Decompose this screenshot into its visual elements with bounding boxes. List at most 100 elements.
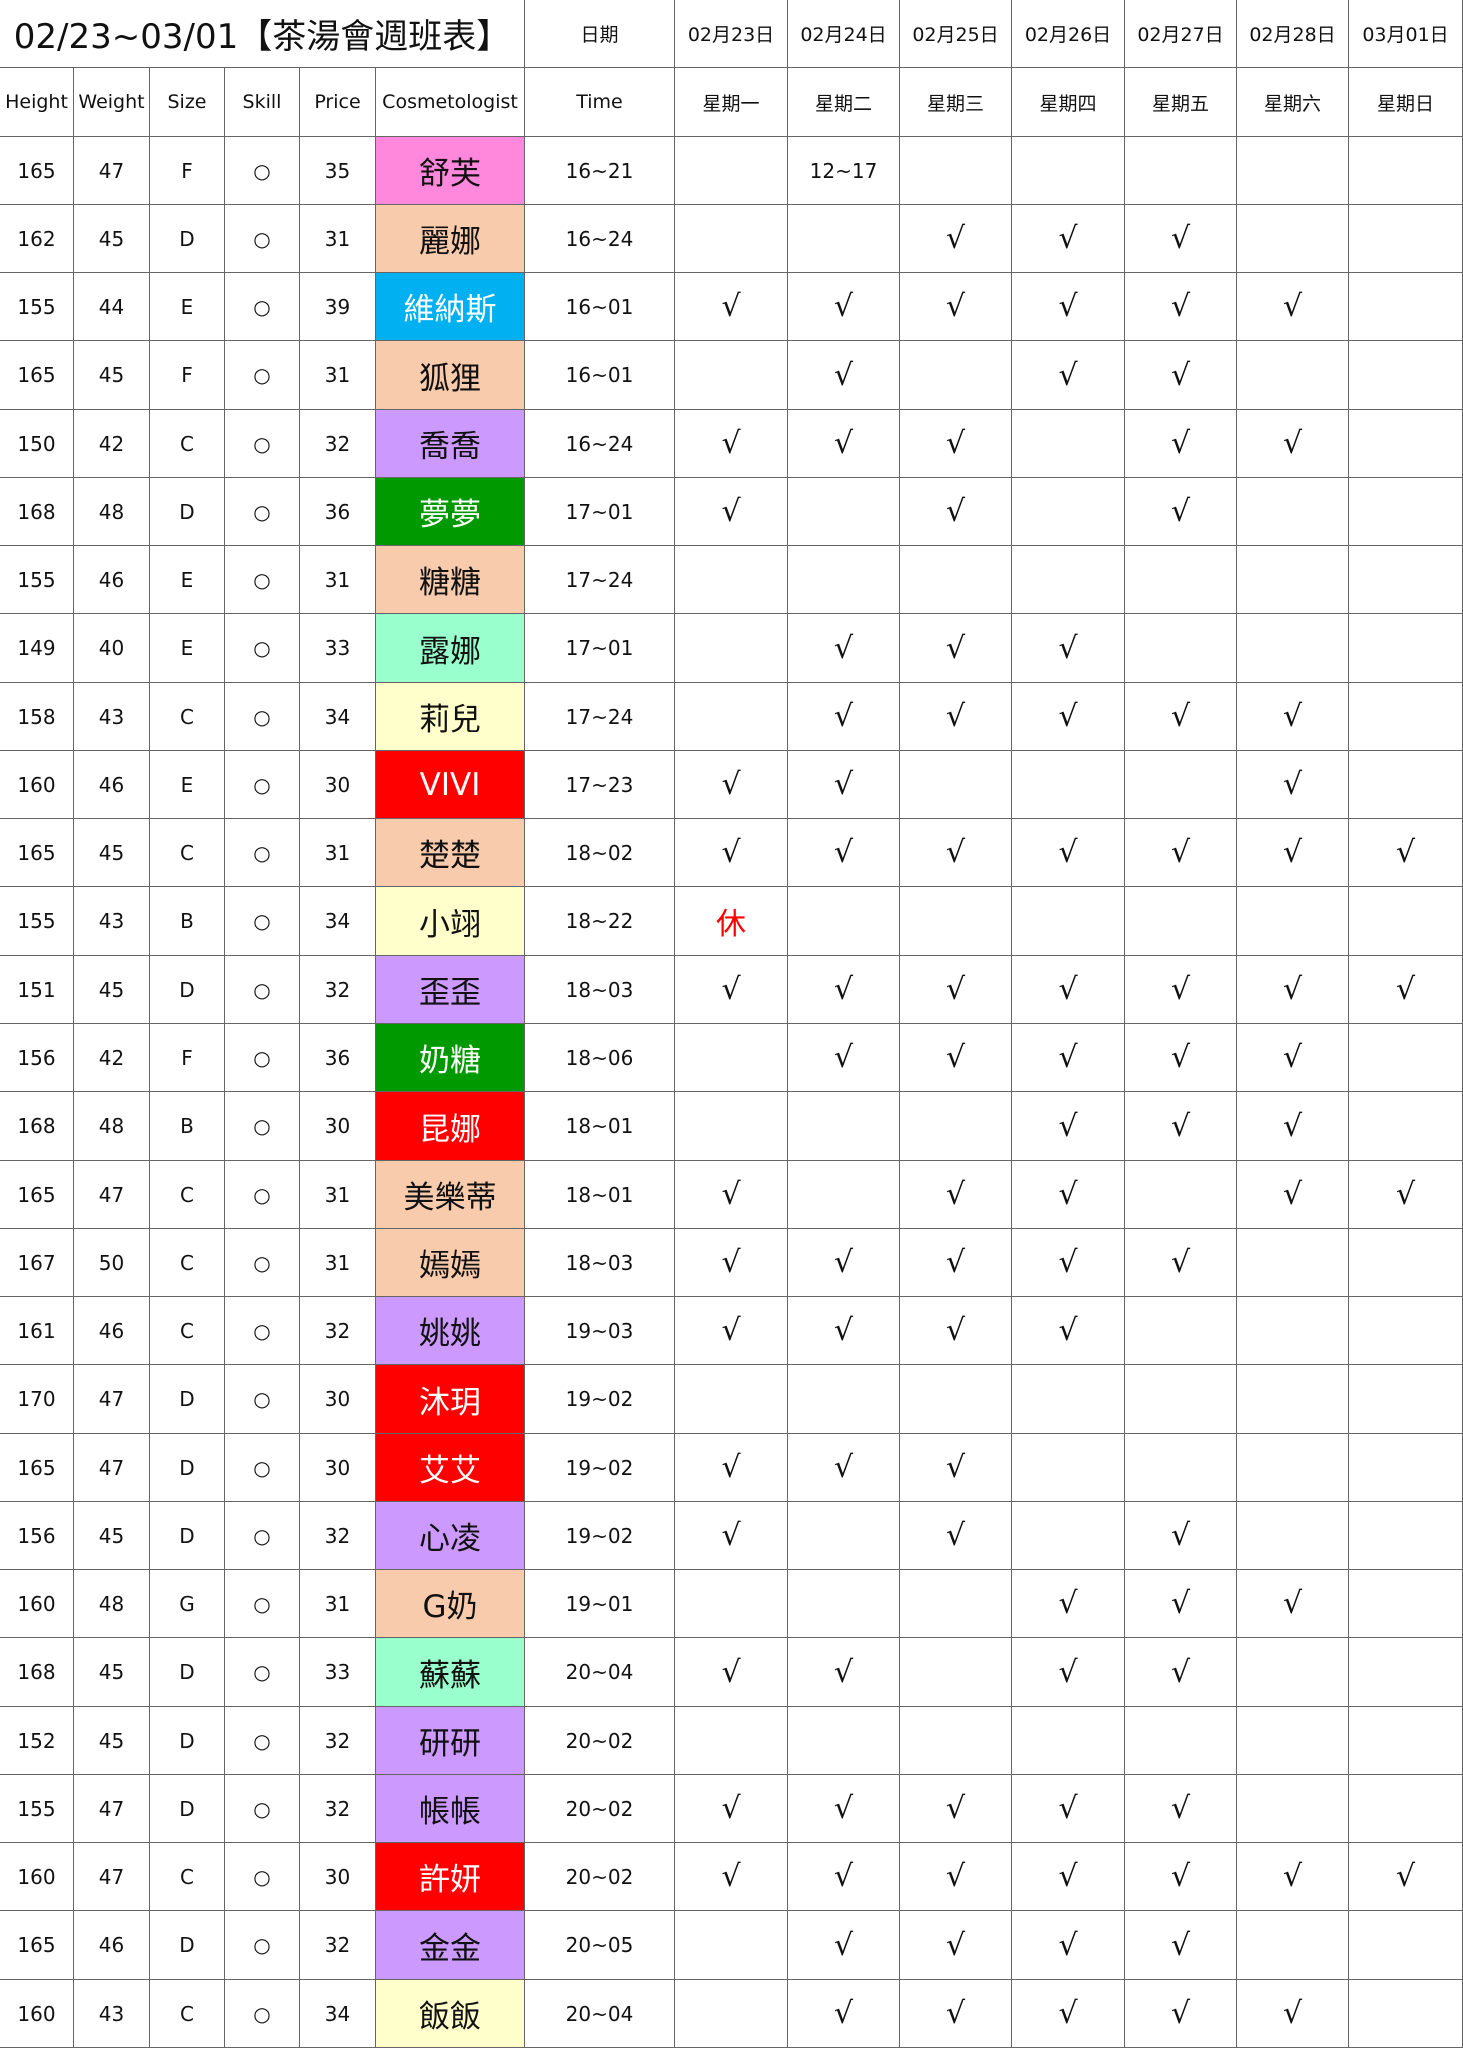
weekday-header: 星期二 [788,68,900,137]
row-height: 162 [0,205,74,273]
day-cell [1349,1980,1463,2048]
day-cell: √ [1349,1843,1463,1911]
row-size: B [150,887,225,956]
day-cell: √ [1012,1638,1125,1707]
day-cell: √ [900,1502,1012,1570]
row-weight: 47 [74,1843,150,1911]
day-cell [1125,1161,1237,1229]
cosmetologist-name: 楚楚 [376,819,525,887]
day-cell [1237,205,1349,273]
day-cell: √ [1012,1775,1125,1843]
day-cell: √ [1125,205,1237,273]
sheet-title: 02/23~03/01【茶湯會週班表】 [0,0,525,68]
day-cell: √ [1125,410,1237,478]
row-skill: ○ [225,137,300,205]
row-price: 31 [300,819,376,887]
day-cell [1349,614,1463,683]
cosmetologist-name: 金金 [376,1911,525,1980]
row-price: 36 [300,1024,376,1092]
row-height: 167 [0,1229,74,1297]
day-cell: √ [1125,1638,1237,1707]
day-cell: √ [788,956,900,1024]
day-cell: √ [1237,1024,1349,1092]
day-cell [1349,546,1463,614]
row-weight: 43 [74,683,150,751]
row-height: 155 [0,887,74,956]
day-cell: √ [1237,1092,1349,1161]
day-cell [1012,546,1125,614]
row-height: 160 [0,1980,74,2048]
cosmetologist-name: 艾艾 [376,1434,525,1502]
day-cell [1237,1297,1349,1365]
day-cell: √ [1012,614,1125,683]
cosmetologist-name: 飯飯 [376,1980,525,2048]
day-cell [1125,887,1237,956]
row-size: E [150,751,225,819]
day-cell [1012,410,1125,478]
row-height: 165 [0,1911,74,1980]
row-size: F [150,1024,225,1092]
row-size: C [150,683,225,751]
day-cell: √ [900,1911,1012,1980]
shift-time: 18~03 [525,1229,675,1297]
row-weight: 43 [74,887,150,956]
row-height: 156 [0,1024,74,1092]
row-size: E [150,273,225,341]
row-height: 165 [0,1434,74,1502]
cosmetologist-name: 嫣嫣 [376,1229,525,1297]
cosmetologist-name: 姚姚 [376,1297,525,1365]
row-price: 32 [300,1502,376,1570]
day-cell [1125,614,1237,683]
date-header: 02月26日 [1012,0,1125,68]
row-skill: ○ [225,1434,300,1502]
day-cell [900,1707,1012,1775]
row-size: E [150,546,225,614]
row-size: D [150,1434,225,1502]
row-height: 168 [0,1638,74,1707]
row-weight: 48 [74,1092,150,1161]
weekday-header: 星期五 [1125,68,1237,137]
date-label: 日期 [525,0,675,68]
cosmetologist-name: 麗娜 [376,205,525,273]
row-price: 34 [300,1980,376,2048]
row-skill: ○ [225,205,300,273]
shift-time: 20~04 [525,1980,675,2048]
day-cell: √ [788,1638,900,1707]
row-price: 39 [300,273,376,341]
day-cell: √ [1012,1980,1125,2048]
day-cell [1012,887,1125,956]
day-cell [1125,1297,1237,1365]
day-cell: √ [788,1434,900,1502]
day-cell [1349,137,1463,205]
cosmetologist-name: 心凌 [376,1502,525,1570]
row-price: 31 [300,205,376,273]
row-weight: 46 [74,1911,150,1980]
day-cell: √ [900,683,1012,751]
row-size: B [150,1092,225,1161]
day-cell: √ [1012,273,1125,341]
row-price: 31 [300,546,376,614]
day-cell [1237,137,1349,205]
row-height: 155 [0,273,74,341]
day-cell: √ [900,956,1012,1024]
row-weight: 47 [74,137,150,205]
row-price: 33 [300,614,376,683]
day-cell: √ [1012,341,1125,410]
row-price: 34 [300,683,376,751]
row-skill: ○ [225,751,300,819]
day-cell: √ [900,1434,1012,1502]
row-size: F [150,137,225,205]
day-cell: √ [1012,819,1125,887]
day-cell: √ [675,956,788,1024]
day-cell [1125,1365,1237,1434]
row-weight: 45 [74,1638,150,1707]
day-cell: √ [788,683,900,751]
cosmetologist-name: 維納斯 [376,273,525,341]
day-cell: √ [900,1843,1012,1911]
day-cell: √ [1012,1092,1125,1161]
day-cell [675,1980,788,2048]
day-cell [900,887,1012,956]
day-cell: √ [1349,1161,1463,1229]
day-cell [1125,751,1237,819]
row-height: 168 [0,1092,74,1161]
